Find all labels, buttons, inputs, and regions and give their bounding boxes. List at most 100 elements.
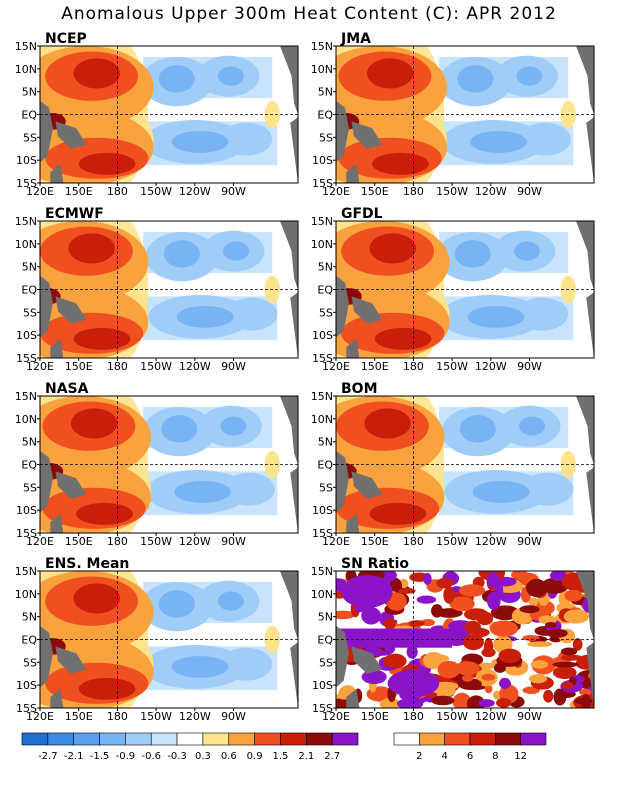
- colorbar-label: 2.1: [298, 751, 314, 762]
- lon-tick-label: 150W: [140, 360, 172, 373]
- lon-tick-label: 90W: [517, 535, 542, 548]
- lon-tick-label: 150E: [361, 360, 389, 373]
- lat-tick-label: 15N: [15, 565, 37, 578]
- colorbar-label: 0.6: [221, 751, 237, 762]
- lat-tick-label: 15N: [311, 215, 333, 228]
- lat-tick-label: 5S: [319, 306, 333, 319]
- lon-tick-label: 150E: [361, 710, 389, 723]
- lon-tick-label: 90W: [221, 710, 246, 723]
- lon-tick-label: 120W: [475, 535, 507, 548]
- colorbar-swatch: [280, 732, 307, 746]
- colorbar-label: -0.9: [116, 751, 136, 762]
- lat-tick-label: 10S: [16, 329, 37, 342]
- colorbar-swatch: [520, 732, 547, 746]
- colorbar-label: 4: [441, 751, 447, 762]
- lat-tick-label: 15N: [15, 215, 37, 228]
- lat-tick-label: 5S: [23, 656, 37, 669]
- lon-tick-label: 150W: [140, 535, 172, 548]
- lon-tick-label: 150W: [436, 185, 468, 198]
- lat-tick-label: 5N: [318, 261, 333, 274]
- lat-tick-label: 5S: [23, 481, 37, 494]
- lon-tick-label: 150W: [436, 710, 468, 723]
- lon-tick-label: 120W: [475, 710, 507, 723]
- lon-tick-label: 180: [403, 535, 424, 548]
- lat-tick-label: 5N: [22, 436, 37, 449]
- snr-colorbar: 2 4 6 8 12: [393, 732, 547, 762]
- lat-tick-label: 5S: [319, 481, 333, 494]
- lat-tick-label: EQ: [317, 284, 333, 297]
- colorbar-label: 6: [467, 751, 473, 762]
- lon-tick-label: 90W: [221, 535, 246, 548]
- lat-tick-label: 5S: [23, 131, 37, 144]
- lon-tick-label: 150E: [65, 360, 93, 373]
- lon-tick-label: 180: [403, 360, 424, 373]
- panel-title: ENS. Mean: [45, 556, 129, 572]
- lat-tick-label: 10N: [311, 238, 333, 251]
- lat-tick-label: 5N: [318, 611, 333, 624]
- colorbar-label: -2.7: [38, 751, 58, 762]
- colorbar-swatch: [495, 732, 521, 746]
- lat-tick-label: 15S: [312, 527, 333, 540]
- lat-tick-label: 15N: [311, 390, 333, 403]
- panel-title: SN Ratio: [341, 556, 409, 572]
- panel-title: BOM: [341, 381, 378, 397]
- lon-tick-label: 150E: [65, 710, 93, 723]
- lon-tick-label: 120W: [475, 360, 507, 373]
- lon-tick-label: 180: [403, 185, 424, 198]
- lat-tick-label: 10S: [312, 154, 333, 167]
- lat-tick-label: 10S: [16, 504, 37, 517]
- lon-tick-label: 120E: [26, 185, 54, 198]
- lat-tick-label: 15S: [16, 177, 37, 190]
- colorbar-label: -0.3: [167, 751, 187, 762]
- lon-tick-label: 180: [107, 535, 128, 548]
- lat-tick-label: 10N: [15, 413, 37, 426]
- lat-tick-label: 5N: [22, 611, 37, 624]
- lon-tick-label: 90W: [221, 360, 246, 373]
- lon-tick-label: 150E: [65, 535, 93, 548]
- colorbar-label: 2.7: [324, 751, 340, 762]
- lat-tick-label: 10S: [16, 679, 37, 692]
- colorbar-label: 0.9: [247, 751, 263, 762]
- colorbar-swatch: [254, 732, 281, 746]
- lat-tick-label: 5N: [318, 86, 333, 99]
- lat-tick-label: 15S: [312, 352, 333, 365]
- colorbar-swatch: [331, 732, 359, 746]
- panel-title: NASA: [45, 381, 89, 397]
- lon-tick-label: 150W: [140, 185, 172, 198]
- lat-tick-label: 15N: [311, 565, 333, 578]
- lon-tick-label: 150E: [361, 535, 389, 548]
- lon-tick-label: 150W: [436, 360, 468, 373]
- colorbar-swatch: [202, 732, 230, 746]
- colorbar-swatch: [125, 732, 152, 746]
- colorbar-label: -1.5: [90, 751, 110, 762]
- lat-tick-label: 15N: [15, 40, 37, 53]
- lat-tick-label: 15S: [312, 702, 333, 715]
- colorbar-swatch: [306, 732, 333, 746]
- lat-tick-label: 15S: [16, 702, 37, 715]
- lat-tick-label: 10N: [15, 588, 37, 601]
- colorbar-swatch: [393, 732, 420, 746]
- lon-tick-label: 120E: [322, 535, 350, 548]
- lon-tick-label: 120W: [179, 185, 211, 198]
- lon-tick-label: 120E: [26, 535, 54, 548]
- lon-tick-label: 90W: [517, 185, 542, 198]
- lat-tick-label: 10N: [15, 238, 37, 251]
- lat-tick-label: 10S: [16, 154, 37, 167]
- lat-tick-label: 10N: [311, 63, 333, 76]
- lon-tick-label: 120E: [322, 185, 350, 198]
- colorbar-label: -2.1: [64, 751, 84, 762]
- panel-title: ECMWF: [45, 206, 104, 222]
- lat-tick-label: 10S: [312, 504, 333, 517]
- lon-tick-label: 150W: [140, 710, 172, 723]
- lat-tick-label: 10N: [311, 588, 333, 601]
- lon-tick-label: 120E: [26, 710, 54, 723]
- colorbar-swatch: [228, 732, 255, 746]
- lat-tick-label: 5N: [22, 86, 37, 99]
- lat-tick-label: 5N: [318, 436, 333, 449]
